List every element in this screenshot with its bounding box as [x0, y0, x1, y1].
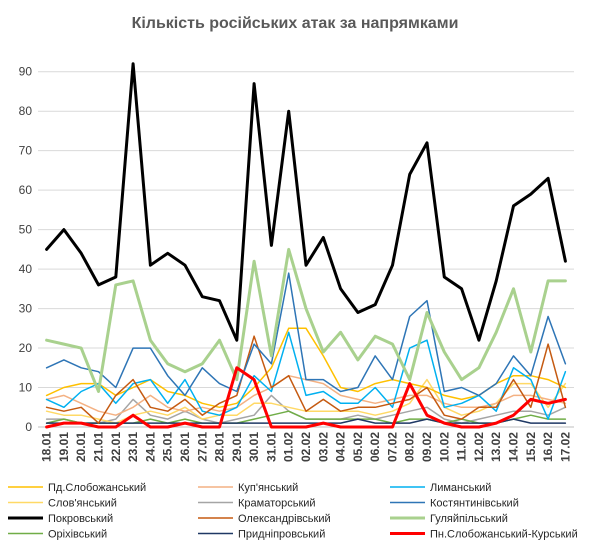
- x-tick-label: 15.02: [524, 432, 538, 462]
- x-tick-label: 05.02: [351, 432, 365, 462]
- x-tick-label: 28.01: [213, 432, 227, 462]
- x-tick-label: 26.01: [178, 432, 192, 462]
- x-tick-label: 23.01: [126, 432, 140, 462]
- series-line: [45, 247, 567, 393]
- x-tick-label: 16.02: [541, 432, 555, 462]
- x-tick-label: 01.02: [282, 432, 296, 462]
- x-axis-ticks: 18.01 19.01 20.01 21.01 22.01 23.01 24.01 25.01…: [40, 432, 573, 462]
- x-tick-label: 08.02: [403, 432, 417, 462]
- y-tick-label: 80: [19, 104, 33, 118]
- y-axis-ticks: 0 10 20 30 40 50 60 70 80 90: [19, 65, 33, 434]
- x-tick-label: 21.01: [92, 432, 106, 462]
- y-tick-label: 10: [19, 381, 33, 395]
- x-tick-label: 30.01: [247, 432, 261, 462]
- y-tick-label: 50: [19, 223, 33, 237]
- y-tick-label: 20: [19, 341, 33, 355]
- x-tick-label: 14.02: [506, 432, 520, 462]
- legend-label: Пн.Слобожанський-Курський: [430, 529, 578, 540]
- x-tick-label: 07.02: [385, 432, 399, 462]
- legend-label: Придніпровський: [238, 529, 325, 540]
- x-tick-label: 04.02: [334, 432, 348, 462]
- x-tick-label: 29.01: [230, 432, 244, 462]
- x-tick-label: 17.02: [558, 432, 572, 462]
- series-line: [45, 62, 567, 342]
- x-tick-label: 13.02: [489, 432, 503, 462]
- x-tick-label: 31.01: [264, 432, 278, 462]
- x-tick-label: 27.01: [195, 432, 209, 462]
- legend-label: Оріхівський: [48, 529, 107, 540]
- legend-label: Куп'янський: [238, 482, 298, 494]
- x-tick-label: 11.02: [455, 432, 469, 462]
- x-tick-label: 10.02: [437, 432, 451, 462]
- series-lines: [45, 62, 567, 429]
- x-tick-label: 19.01: [57, 432, 71, 462]
- legend-label: Покровський: [48, 513, 113, 525]
- y-tick-label: 70: [19, 144, 33, 158]
- legend: Пд.Слобожанський Куп'янський Лиманський Сло…: [8, 482, 578, 540]
- legend-label: Пд.Слобожанський: [48, 482, 146, 494]
- y-tick-label: 90: [19, 65, 33, 79]
- x-tick-label: 25.01: [161, 432, 175, 462]
- y-tick-label: 40: [19, 262, 33, 276]
- x-tick-label: 09.02: [420, 432, 434, 462]
- y-tick-label: 0: [25, 420, 32, 434]
- x-tick-label: 20.01: [74, 432, 88, 462]
- legend-label: Лиманський: [430, 482, 491, 494]
- x-tick-label: 22.01: [109, 432, 123, 462]
- legend-label: Олександрівський: [238, 513, 331, 525]
- legend-label: Гуляйпільський: [430, 513, 508, 525]
- y-tick-label: 60: [19, 183, 33, 197]
- x-tick-label: 18.01: [40, 432, 54, 462]
- series-line: [45, 272, 567, 397]
- x-tick-label: 12.02: [472, 432, 486, 462]
- x-tick-label: 03.02: [316, 432, 330, 462]
- y-tick-label: 30: [19, 302, 33, 316]
- x-tick-label: 02.02: [299, 432, 313, 462]
- legend-label: Слов'янський: [48, 498, 117, 510]
- series-line: [45, 366, 567, 429]
- x-tick-label: 06.02: [368, 432, 382, 462]
- legend-label: Краматорський: [238, 498, 316, 510]
- legend-label: Костянтинівський: [430, 498, 519, 510]
- series-line: [45, 335, 567, 424]
- x-tick-label: 24.01: [143, 432, 157, 462]
- series-line: [45, 418, 567, 424]
- chart-title: Кількість російських атак за напрямками: [132, 15, 459, 32]
